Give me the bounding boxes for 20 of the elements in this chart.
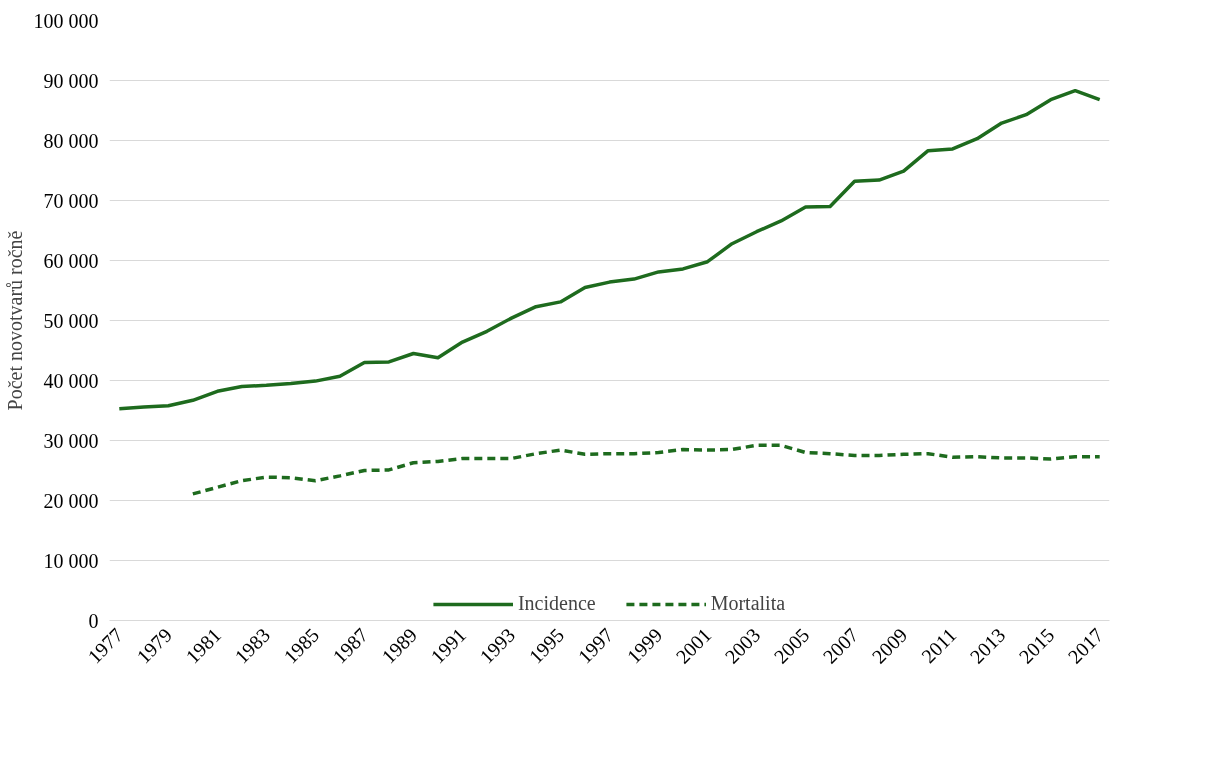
y-tick-label: 30 000 — [43, 429, 99, 452]
x-tick-label: 1981 — [181, 623, 226, 668]
x-tick-label: 2011 — [917, 623, 961, 668]
y-tick-label: 100 000 — [33, 9, 99, 32]
y-tick-label: 20 000 — [43, 489, 99, 512]
x-tick-label: 2001 — [671, 623, 716, 668]
y-tick-label: 90 000 — [43, 69, 99, 92]
y-tick-label: 50 000 — [43, 309, 99, 332]
x-tick-label: 1991 — [426, 623, 471, 668]
line-series — [117, 88, 1102, 411]
legend-label: Mortalita — [710, 592, 786, 615]
y-axis-title: Počet novotvarů ročně — [3, 230, 26, 411]
legend-label: Incidence — [517, 592, 596, 615]
y-tick-label: 40 000 — [43, 369, 99, 392]
y-tick-label: 70 000 — [43, 189, 99, 212]
y-tick-label: 0 — [88, 609, 99, 632]
y-tick-label: 10 000 — [43, 549, 99, 572]
y-tick-label: 60 000 — [43, 249, 99, 272]
line-series — [191, 443, 1102, 496]
y-tick-label: 80 000 — [43, 129, 99, 152]
